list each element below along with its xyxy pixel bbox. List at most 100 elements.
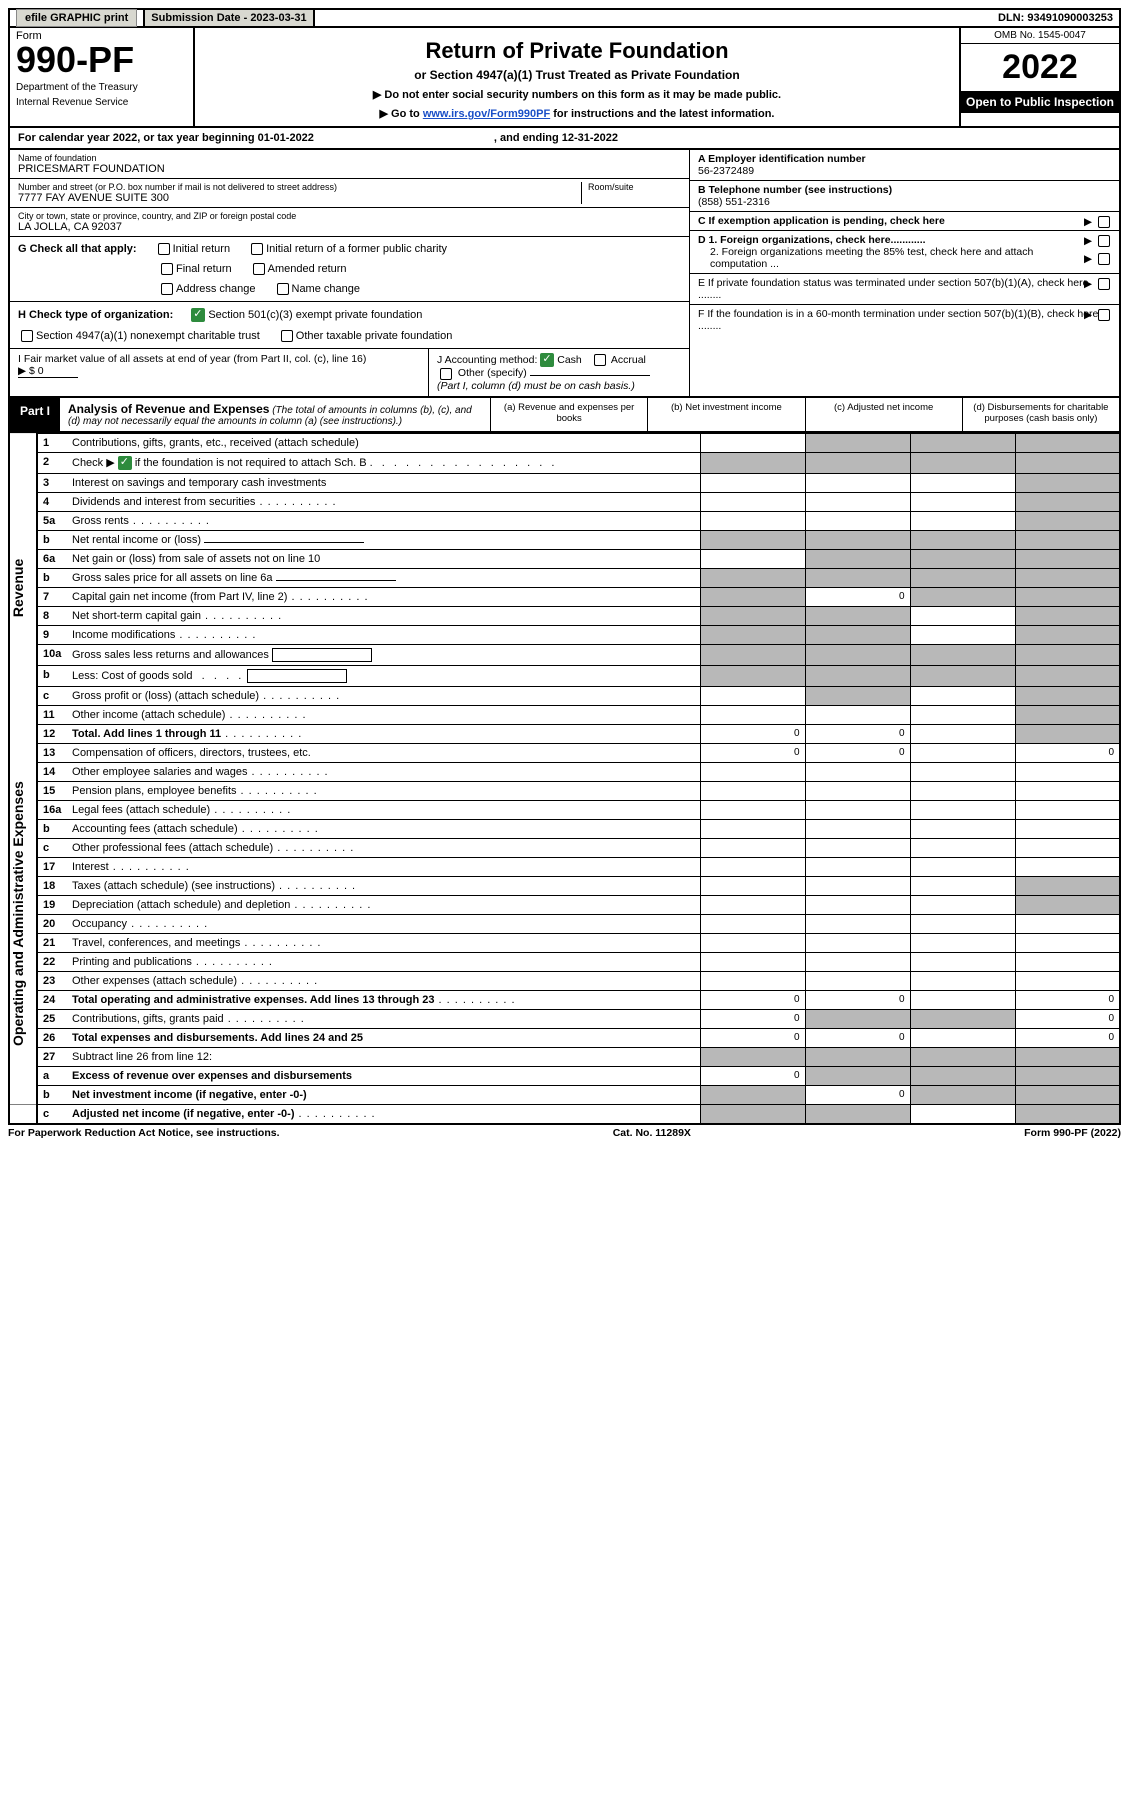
table-row: cOther professional fees (attach schedul…	[9, 838, 1120, 857]
check-icon	[118, 456, 132, 470]
val-27a: 0	[700, 1066, 805, 1085]
i-label: I Fair market value of all assets at end…	[18, 353, 366, 365]
table-row: 17Interest	[9, 857, 1120, 876]
table-row: 7Capital gain net income (from Part IV, …	[9, 587, 1120, 606]
open-public-badge: Open to Public Inspection	[961, 91, 1119, 113]
val-13d: 0	[1015, 743, 1120, 762]
val-24a: 0	[700, 990, 805, 1009]
table-row: 25Contributions, gifts, grants paid00	[9, 1009, 1120, 1028]
h-4947[interactable]: Section 4947(a)(1) nonexempt charitable …	[18, 330, 260, 342]
table-row: 20Occupancy	[9, 914, 1120, 933]
val-26a: 0	[700, 1028, 805, 1047]
h-other-taxable[interactable]: Other taxable private foundation	[278, 330, 453, 342]
address-box: Number and street (or P.O. box number if…	[10, 179, 689, 208]
check-icon	[191, 308, 205, 322]
table-row: cGross profit or (loss) (attach schedule…	[9, 686, 1120, 705]
line-5b: Net rental income or (loss)	[67, 530, 700, 549]
i-j-row: I Fair market value of all assets at end…	[10, 349, 689, 395]
g-label: G Check all that apply:	[18, 243, 137, 255]
j-accrual-chk[interactable]	[594, 354, 606, 366]
g-addr-change[interactable]: Address change	[158, 283, 256, 295]
val-25a: 0	[700, 1009, 805, 1028]
d2-checkbox[interactable]	[1098, 253, 1110, 265]
f-checkbox[interactable]	[1098, 309, 1110, 321]
g-final[interactable]: Final return	[158, 263, 232, 275]
table-row: 21Travel, conferences, and meetings	[9, 933, 1120, 952]
part1-title: Analysis of Revenue and Expenses	[68, 402, 269, 416]
form-id-block: Form 990-PF Department of the Treasury I…	[10, 28, 195, 126]
table-row: bAccounting fees (attach schedule)	[9, 819, 1120, 838]
line-11: Other income (attach schedule)	[67, 705, 700, 724]
form-title: Return of Private Foundation	[205, 38, 949, 64]
check-icon	[540, 353, 554, 367]
table-row: 5aGross rents	[9, 511, 1120, 530]
cal-end: , and ending 12-31-2022	[494, 132, 618, 144]
e-checkbox[interactable]	[1098, 278, 1110, 290]
i-fmv-box: I Fair market value of all assets at end…	[10, 349, 429, 395]
line-10b: Less: Cost of goods sold . . . .	[67, 665, 700, 686]
val-12b: 0	[805, 724, 910, 743]
name-label: Name of foundation	[18, 153, 681, 163]
line-19: Depreciation (attach schedule) and deple…	[67, 895, 700, 914]
i-value: ▶ $ 0	[18, 365, 78, 378]
val-26b: 0	[805, 1028, 910, 1047]
e-box: E If private foundation status was termi…	[690, 274, 1119, 305]
g-initial[interactable]: Initial return	[155, 243, 230, 255]
j-other-chk[interactable]	[440, 368, 452, 380]
g-amended[interactable]: Amended return	[250, 263, 347, 275]
j-cash[interactable]: Cash	[557, 354, 582, 366]
ssn-warning: ▶ Do not enter social security numbers o…	[205, 88, 949, 101]
b-phone-box: B Telephone number (see instructions) (8…	[690, 181, 1119, 212]
part1-desc: Analysis of Revenue and Expenses (The to…	[60, 398, 490, 431]
line-6a: Net gain or (loss) from sale of assets n…	[67, 549, 700, 568]
table-row: 16aLegal fees (attach schedule)	[9, 800, 1120, 819]
line-16c: Other professional fees (attach schedule…	[67, 838, 700, 857]
c-label: C If exemption application is pending, c…	[698, 215, 945, 227]
city-label: City or town, state or province, country…	[18, 211, 681, 221]
submission-date: Submission Date - 2023-03-31	[145, 10, 314, 26]
line-1: Contributions, gifts, grants, etc., rece…	[67, 433, 700, 452]
tax-year: 2022	[961, 44, 1119, 91]
part1-header: Part I Analysis of Revenue and Expenses …	[8, 398, 1121, 433]
table-row: cAdjusted net income (if negative, enter…	[9, 1104, 1120, 1124]
line-4: Dividends and interest from securities	[67, 492, 700, 511]
irs-label: Internal Revenue Service	[16, 97, 187, 108]
efile-button[interactable]: efile GRAPHIC print	[16, 9, 137, 27]
line-6b: Gross sales price for all assets on line…	[67, 568, 700, 587]
form-header: Form 990-PF Department of the Treasury I…	[8, 28, 1121, 128]
table-row: Revenue 1Contributions, gifts, grants, e…	[9, 433, 1120, 452]
line-17: Interest	[67, 857, 700, 876]
table-row: 4Dividends and interest from securities	[9, 492, 1120, 511]
table-row: 8Net short-term capital gain	[9, 606, 1120, 625]
val-25d: 0	[1015, 1009, 1120, 1028]
line-27b: Net investment income (if negative, ente…	[67, 1085, 700, 1104]
b-label: B Telephone number (see instructions)	[698, 184, 892, 196]
table-row: 3Interest on savings and temporary cash …	[9, 473, 1120, 492]
irs-link[interactable]: www.irs.gov/Form990PF	[423, 108, 550, 120]
table-row: 2Check ▶ if the foundation is not requir…	[9, 452, 1120, 473]
goto-line: ▶ Go to www.irs.gov/Form990PF for instru…	[205, 107, 949, 120]
j-other: Other (specify)	[458, 367, 527, 379]
h-check-row: H Check type of organization: Section 50…	[10, 302, 689, 349]
line-5a: Gross rents	[67, 511, 700, 530]
j-other-line[interactable]	[530, 375, 650, 376]
foundation-name: PRICESMART FOUNDATION	[18, 163, 681, 175]
table-row: 9Income modifications	[9, 625, 1120, 644]
g-initial-former[interactable]: Initial return of a former public charit…	[248, 243, 447, 255]
identity-grid: Name of foundation PRICESMART FOUNDATION…	[8, 150, 1121, 398]
line-16a: Legal fees (attach schedule)	[67, 800, 700, 819]
table-row: bNet rental income or (loss)	[9, 530, 1120, 549]
g-name-change[interactable]: Name change	[274, 283, 361, 295]
table-row: 27Subtract line 26 from line 12:	[9, 1047, 1120, 1066]
part1-table: Revenue 1Contributions, gifts, grants, e…	[8, 433, 1121, 1125]
room-label: Room/suite	[588, 182, 681, 192]
table-row: 11Other income (attach schedule)	[9, 705, 1120, 724]
line-3: Interest on savings and temporary cash i…	[67, 473, 700, 492]
d1-checkbox[interactable]	[1098, 235, 1110, 247]
val-7b: 0	[805, 587, 910, 606]
c-checkbox[interactable]	[1098, 216, 1110, 228]
top-bar: efile GRAPHIC print Submission Date - 20…	[8, 8, 1121, 28]
h-501c3[interactable]: Section 501(c)(3) exempt private foundat…	[191, 308, 422, 322]
val-13a: 0	[700, 743, 805, 762]
table-row: 12Total. Add lines 1 through 1100	[9, 724, 1120, 743]
